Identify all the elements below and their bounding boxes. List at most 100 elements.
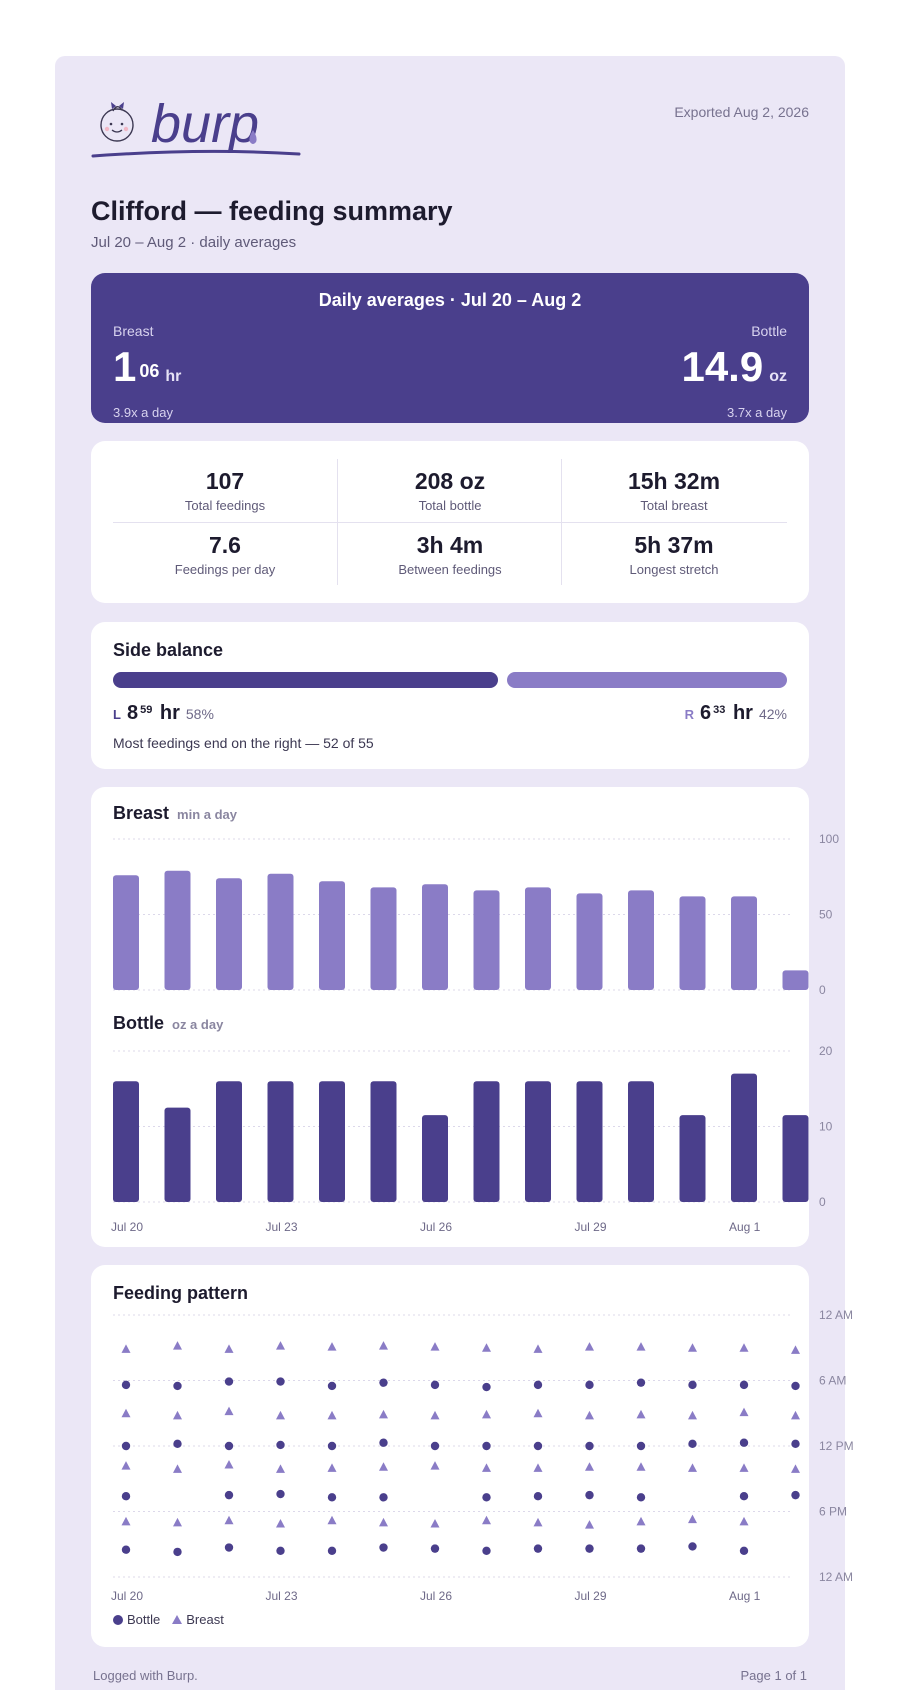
side-balance-title: Side balance — [113, 640, 224, 660]
bottle-feeding-point — [482, 1546, 491, 1555]
right-side-total: R 6 33 hr 42% — [685, 702, 787, 725]
pattern-x-tick-label: Jul 20 — [111, 1589, 143, 1603]
export-date: Exported Aug 2, 2026 — [674, 104, 809, 120]
breast-feeding-point — [173, 1341, 182, 1350]
right-side-percent: 42% — [758, 706, 787, 722]
breast-feeding-point — [327, 1342, 337, 1351]
bottle-bar — [525, 1081, 551, 1202]
breast-feeding-point — [276, 1341, 285, 1350]
breast-feeding-point — [379, 1409, 388, 1419]
bottle-bar — [473, 1081, 500, 1202]
bottle-bar — [422, 1115, 448, 1202]
pattern-legend: Bottle Breast — [113, 1611, 224, 1627]
bottle-bar — [267, 1081, 294, 1202]
bottle-bar — [113, 1081, 139, 1202]
breast-bar — [267, 873, 294, 990]
left-side-minutes: 59 — [140, 704, 153, 716]
bottle-legend-marker — [113, 1614, 123, 1625]
stat-label: Longest stretch — [629, 562, 719, 577]
right-side-unit: hr — [732, 702, 753, 724]
feeding-pattern-title: Feeding pattern — [113, 1283, 249, 1303]
bottle-bar — [370, 1081, 397, 1202]
bottle-feeding-point — [739, 1380, 749, 1390]
page-title: Clifford — feeding summary — [91, 196, 453, 226]
daily-charts-card: Breast min a day Bottle oz a day 0 50 100 0 10… — [91, 787, 839, 1247]
breast-feeding-point — [636, 1516, 646, 1526]
breast-bar — [782, 970, 809, 990]
bottle-feeding-point — [636, 1544, 646, 1553]
breast-feeding-point — [533, 1408, 543, 1418]
breast-feeding-point — [739, 1343, 749, 1352]
pattern-x-tick-label: Aug 1 — [729, 1589, 761, 1603]
bottle-feeding-point — [482, 1493, 491, 1502]
breast-bar — [731, 896, 757, 990]
breast-feeding-point — [688, 1514, 697, 1524]
breast-frequency: 3.9x a day — [113, 405, 173, 420]
bottle-feeding-point — [739, 1438, 749, 1447]
breast-feeding-point — [533, 1463, 543, 1472]
breast-feeding-point — [276, 1410, 285, 1420]
stat-value: 107 — [205, 468, 245, 494]
bottle-feeding-point — [121, 1380, 131, 1390]
bottle-feeding-point — [121, 1545, 131, 1554]
bottle-chart-name: Bottle — [113, 1013, 164, 1033]
breast-feeding-point — [585, 1462, 594, 1471]
brand-name: burp — [151, 94, 259, 154]
bottle-feeding-point — [276, 1440, 285, 1450]
bottle-y-tick-label: 20 — [819, 1044, 833, 1058]
right-side-hours: 6 — [700, 702, 712, 724]
breast-feeding-point — [791, 1464, 800, 1473]
breast-feeding-point — [430, 1461, 440, 1470]
pattern-y-tick-label: 12 AM — [819, 1308, 853, 1322]
bottle-feeding-point — [688, 1380, 697, 1390]
stat-total-breast: 15h 32m Total breast — [562, 468, 786, 513]
bottle-feeding-point — [327, 1441, 337, 1451]
left-side-bar — [113, 672, 498, 688]
stat-total-bottle: 208 oz Total bottle — [338, 468, 562, 513]
left-side-total: L 8 59 hr 58% — [113, 702, 214, 725]
bottle-feeding-point — [379, 1378, 388, 1387]
bottle-feeding-point — [585, 1490, 594, 1500]
breast-feeding-point — [173, 1517, 182, 1527]
stat-label: Feedings per day — [174, 562, 276, 577]
right-side-minutes: 33 — [713, 704, 726, 716]
breast-feeding-point — [533, 1344, 543, 1353]
breast-y-tick-label: 0 — [819, 983, 826, 997]
breast-feeding-point — [327, 1515, 337, 1525]
breast-feeding-point — [224, 1344, 234, 1353]
breast-average-minutes: 06 — [139, 361, 160, 381]
breast-feeding-point — [636, 1342, 646, 1351]
bottle-feeding-point — [224, 1490, 234, 1500]
bottle-feeding-point — [430, 1380, 440, 1390]
breast-feeding-point — [688, 1343, 697, 1352]
report-page: burp Exported Aug 2, 2026 Clifford — fee… — [55, 56, 854, 1690]
feeding-pattern-chart: 12 AM 6 AM 12 PM 6 PM 12 AM Jul 20 Jul 23 Jul 2… — [111, 1308, 854, 1603]
bottle-feeding-point — [224, 1543, 234, 1552]
stat-total-feedings: 107 Total feedings — [113, 468, 337, 513]
stat-label: Total bottle — [418, 498, 482, 513]
breast-feeding-point — [791, 1410, 800, 1420]
breast-feeding-point — [482, 1463, 491, 1472]
breast-feeding-point — [791, 1345, 800, 1354]
breast-y-tick-label: 50 — [819, 908, 833, 922]
breast-average-unit: hr — [165, 368, 182, 385]
bottle-feeding-point — [533, 1544, 543, 1553]
breast-feeding-point — [224, 1460, 234, 1469]
bottle-feeding-point — [636, 1441, 646, 1451]
breast-feeding-point — [482, 1515, 491, 1525]
bottle-frequency: 3.7x a day — [727, 405, 787, 420]
x-tick-label: Jul 29 — [575, 1220, 607, 1234]
feeding-pattern-card: Feeding pattern 12 AM 6 AM 12 PM 6 PM 12 AM J… — [91, 1265, 854, 1647]
bottle-average: Bottle 14.9 oz 3.7x a day — [681, 323, 787, 420]
bottle-chart-unit: oz a day — [172, 1017, 224, 1032]
page-subtitle: Jul 20 – Aug 2 · daily averages — [91, 234, 297, 251]
stat-feedings-per-day: 7.6 Feedings per day — [113, 532, 337, 577]
daily-bar-charts: 0 50 100 0 10 20 Jul 20 Jul 23 Jul 26 Jul 29 Aug 1 — [111, 832, 839, 1234]
bottle-feeding-point — [533, 1380, 543, 1390]
breast-bar — [164, 870, 191, 990]
bottle-feeding-point — [791, 1490, 800, 1500]
bottle-chart-title: Bottle oz a day — [113, 1013, 223, 1034]
x-tick-label: Jul 20 — [111, 1220, 143, 1234]
bottle-bar — [731, 1073, 757, 1202]
bottle-feeding-point — [276, 1546, 285, 1555]
